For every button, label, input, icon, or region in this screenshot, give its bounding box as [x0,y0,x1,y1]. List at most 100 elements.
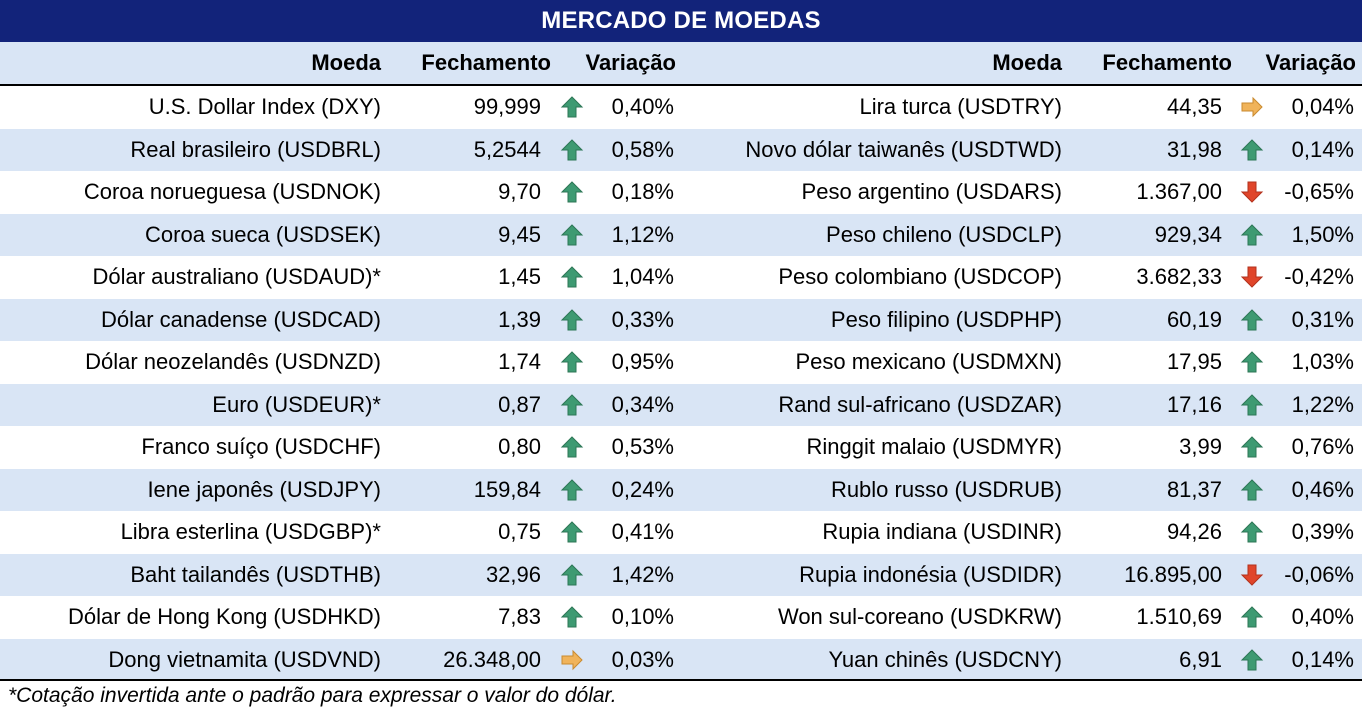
arrow-down-icon [1236,256,1268,299]
currency-name: Rand sul-africano (USDZAR) [778,391,1062,417]
currency-name: Lira turca (USDTRY) [859,94,1062,120]
change-value: 0,24% [611,476,674,502]
close-value: 0,80 [498,434,541,460]
table-row: Dólar canadense (USDCAD) 1,39 0,33% Peso fi… [0,298,1362,342]
currency-name: U.S. Dollar Index (DXY) [148,94,381,120]
close-value: 99,999 [473,94,541,120]
currency-name: Peso colombiano (USDCOP) [778,264,1062,290]
change-value: 0,18% [611,179,674,205]
close-value: 17,16 [1166,391,1222,417]
close-value: 81,37 [1166,476,1222,502]
currency-name: Iene japonês (USDJPY) [147,476,381,502]
currency-name: Dólar australiano (USDAUD)* [92,264,381,290]
change-value: 0,39% [1291,519,1354,545]
change-value: 0,41% [611,519,674,545]
currency-name: Peso argentino (USDARS) [801,179,1062,205]
change-value: 0,14% [1291,646,1354,672]
close-value: 3,99 [1179,434,1222,460]
header-currency-right: Moeda [992,50,1062,75]
header-change-right: Variação [1265,50,1356,75]
close-value: 16.895,00 [1124,561,1222,587]
change-value: 0,40% [611,94,674,120]
header-currency-left: Moeda [311,50,381,75]
close-value: 1,74 [498,349,541,375]
table-row: Coroa norueguesa (USDNOK) 9,70 0,18% Peso a… [0,171,1362,214]
close-value: 31,98 [1166,136,1222,162]
close-value: 26.348,00 [443,646,541,672]
currency-name: Rublo russo (USDRUB) [830,476,1062,502]
table-header: Moeda Fechamento Variação Moeda Fechamen… [0,42,1362,86]
arrow-up-icon [556,426,588,469]
table-row: U.S. Dollar Index (DXY) 99,999 0,40% Lira t… [0,86,1362,129]
change-value: 0,95% [611,349,674,375]
table-row: Euro (USDEUR)* 0,87 0,34% Rand sul-africano… [0,383,1362,426]
table-row: Dólar neozelandês (USDNZD) 1,74 0,95% Peso … [0,341,1362,384]
currency-name: Ringgit malaio (USDMYR) [806,434,1062,460]
table-row: Coroa sueca (USDSEK) 9,45 1,12% Peso chilen… [0,213,1362,257]
currency-name: Yuan chinês (USDCNY) [828,646,1062,672]
arrow-up-icon [1236,639,1268,682]
currency-name: Won sul-coreano (USDKRW) [777,604,1062,630]
table-row: Franco suíço (USDCHF) 0,80 0,53% Ringgit ma… [0,426,1362,469]
table-row: Libra esterlina (USDGBP)* 0,75 0,41% Rupia … [0,511,1362,554]
arrow-up-icon [1236,426,1268,469]
currency-name: Peso mexicano (USDMXN) [795,349,1062,375]
close-value: 94,26 [1166,519,1222,545]
arrow-up-icon [556,256,588,299]
arrow-up-icon [556,469,588,512]
currency-name: Dólar de Hong Kong (USDHKD) [67,604,381,630]
close-value: 32,96 [485,561,541,587]
arrow-up-icon [1236,596,1268,639]
currency-name: Novo dólar taiwanês (USDTWD) [745,136,1062,162]
arrow-up-icon [556,511,588,554]
arrow-up-icon [556,214,588,257]
currency-name: Peso filipino (USDPHP) [830,306,1062,332]
close-value: 929,34 [1154,221,1222,247]
currency-name: Coroa sueca (USDSEK) [145,221,381,247]
arrow-up-icon [1236,299,1268,342]
arrow-down-icon [1236,171,1268,214]
currency-name: Baht tailandês (USDTHB) [130,561,381,587]
change-value: 0,31% [1291,306,1354,332]
arrow-down-icon [1236,554,1268,597]
currency-name: Dólar neozelandês (USDNZD) [85,349,381,375]
currency-name: Peso chileno (USDCLP) [826,221,1062,247]
change-value: 0,14% [1291,136,1354,162]
close-value: 1,45 [498,264,541,290]
change-value: -0,06% [1284,561,1354,587]
arrow-up-icon [1236,511,1268,554]
table-row: Dong vietnamita (USDVND) 26.348,00 0,03% Yu… [0,638,1362,682]
close-value: 9,45 [498,221,541,247]
arrow-up-icon [556,86,588,129]
change-value: 0,53% [611,434,674,460]
currency-name: Rupia indiana (USDINR) [822,519,1062,545]
change-value: 1,50% [1291,221,1354,247]
arrow-right-icon [1236,86,1268,129]
table-row: Dólar de Hong Kong (USDHKD) 7,83 0,10% Won … [0,596,1362,639]
change-value: 1,42% [611,561,674,587]
change-value: 0,40% [1291,604,1354,630]
change-value: 1,04% [611,264,674,290]
change-value: 0,58% [611,136,674,162]
arrow-up-icon [1236,341,1268,384]
change-value: -0,42% [1284,264,1354,290]
table-row: Iene japonês (USDJPY) 159,84 0,24% Rublo ru… [0,468,1362,512]
change-value: 0,03% [611,646,674,672]
currency-name: Coroa norueguesa (USDNOK) [83,179,381,205]
change-value: 1,22% [1291,391,1354,417]
change-value: 0,33% [611,306,674,332]
arrow-up-icon [556,341,588,384]
arrow-up-icon [556,554,588,597]
change-value: 0,34% [611,391,674,417]
currency-name: Dólar canadense (USDCAD) [101,306,381,332]
close-value: 17,95 [1166,349,1222,375]
arrow-up-icon [556,129,588,172]
close-value: 0,75 [498,519,541,545]
currency-name: Euro (USDEUR)* [212,391,381,417]
footnote: *Cotação invertida ante o padrão para ex… [8,684,617,707]
close-value: 1.367,00 [1136,179,1222,205]
arrow-up-icon [1236,129,1268,172]
change-value: 0,76% [1291,434,1354,460]
currency-name: Rupia indonésia (USDIDR) [799,561,1062,587]
footer-divider [0,679,1362,681]
